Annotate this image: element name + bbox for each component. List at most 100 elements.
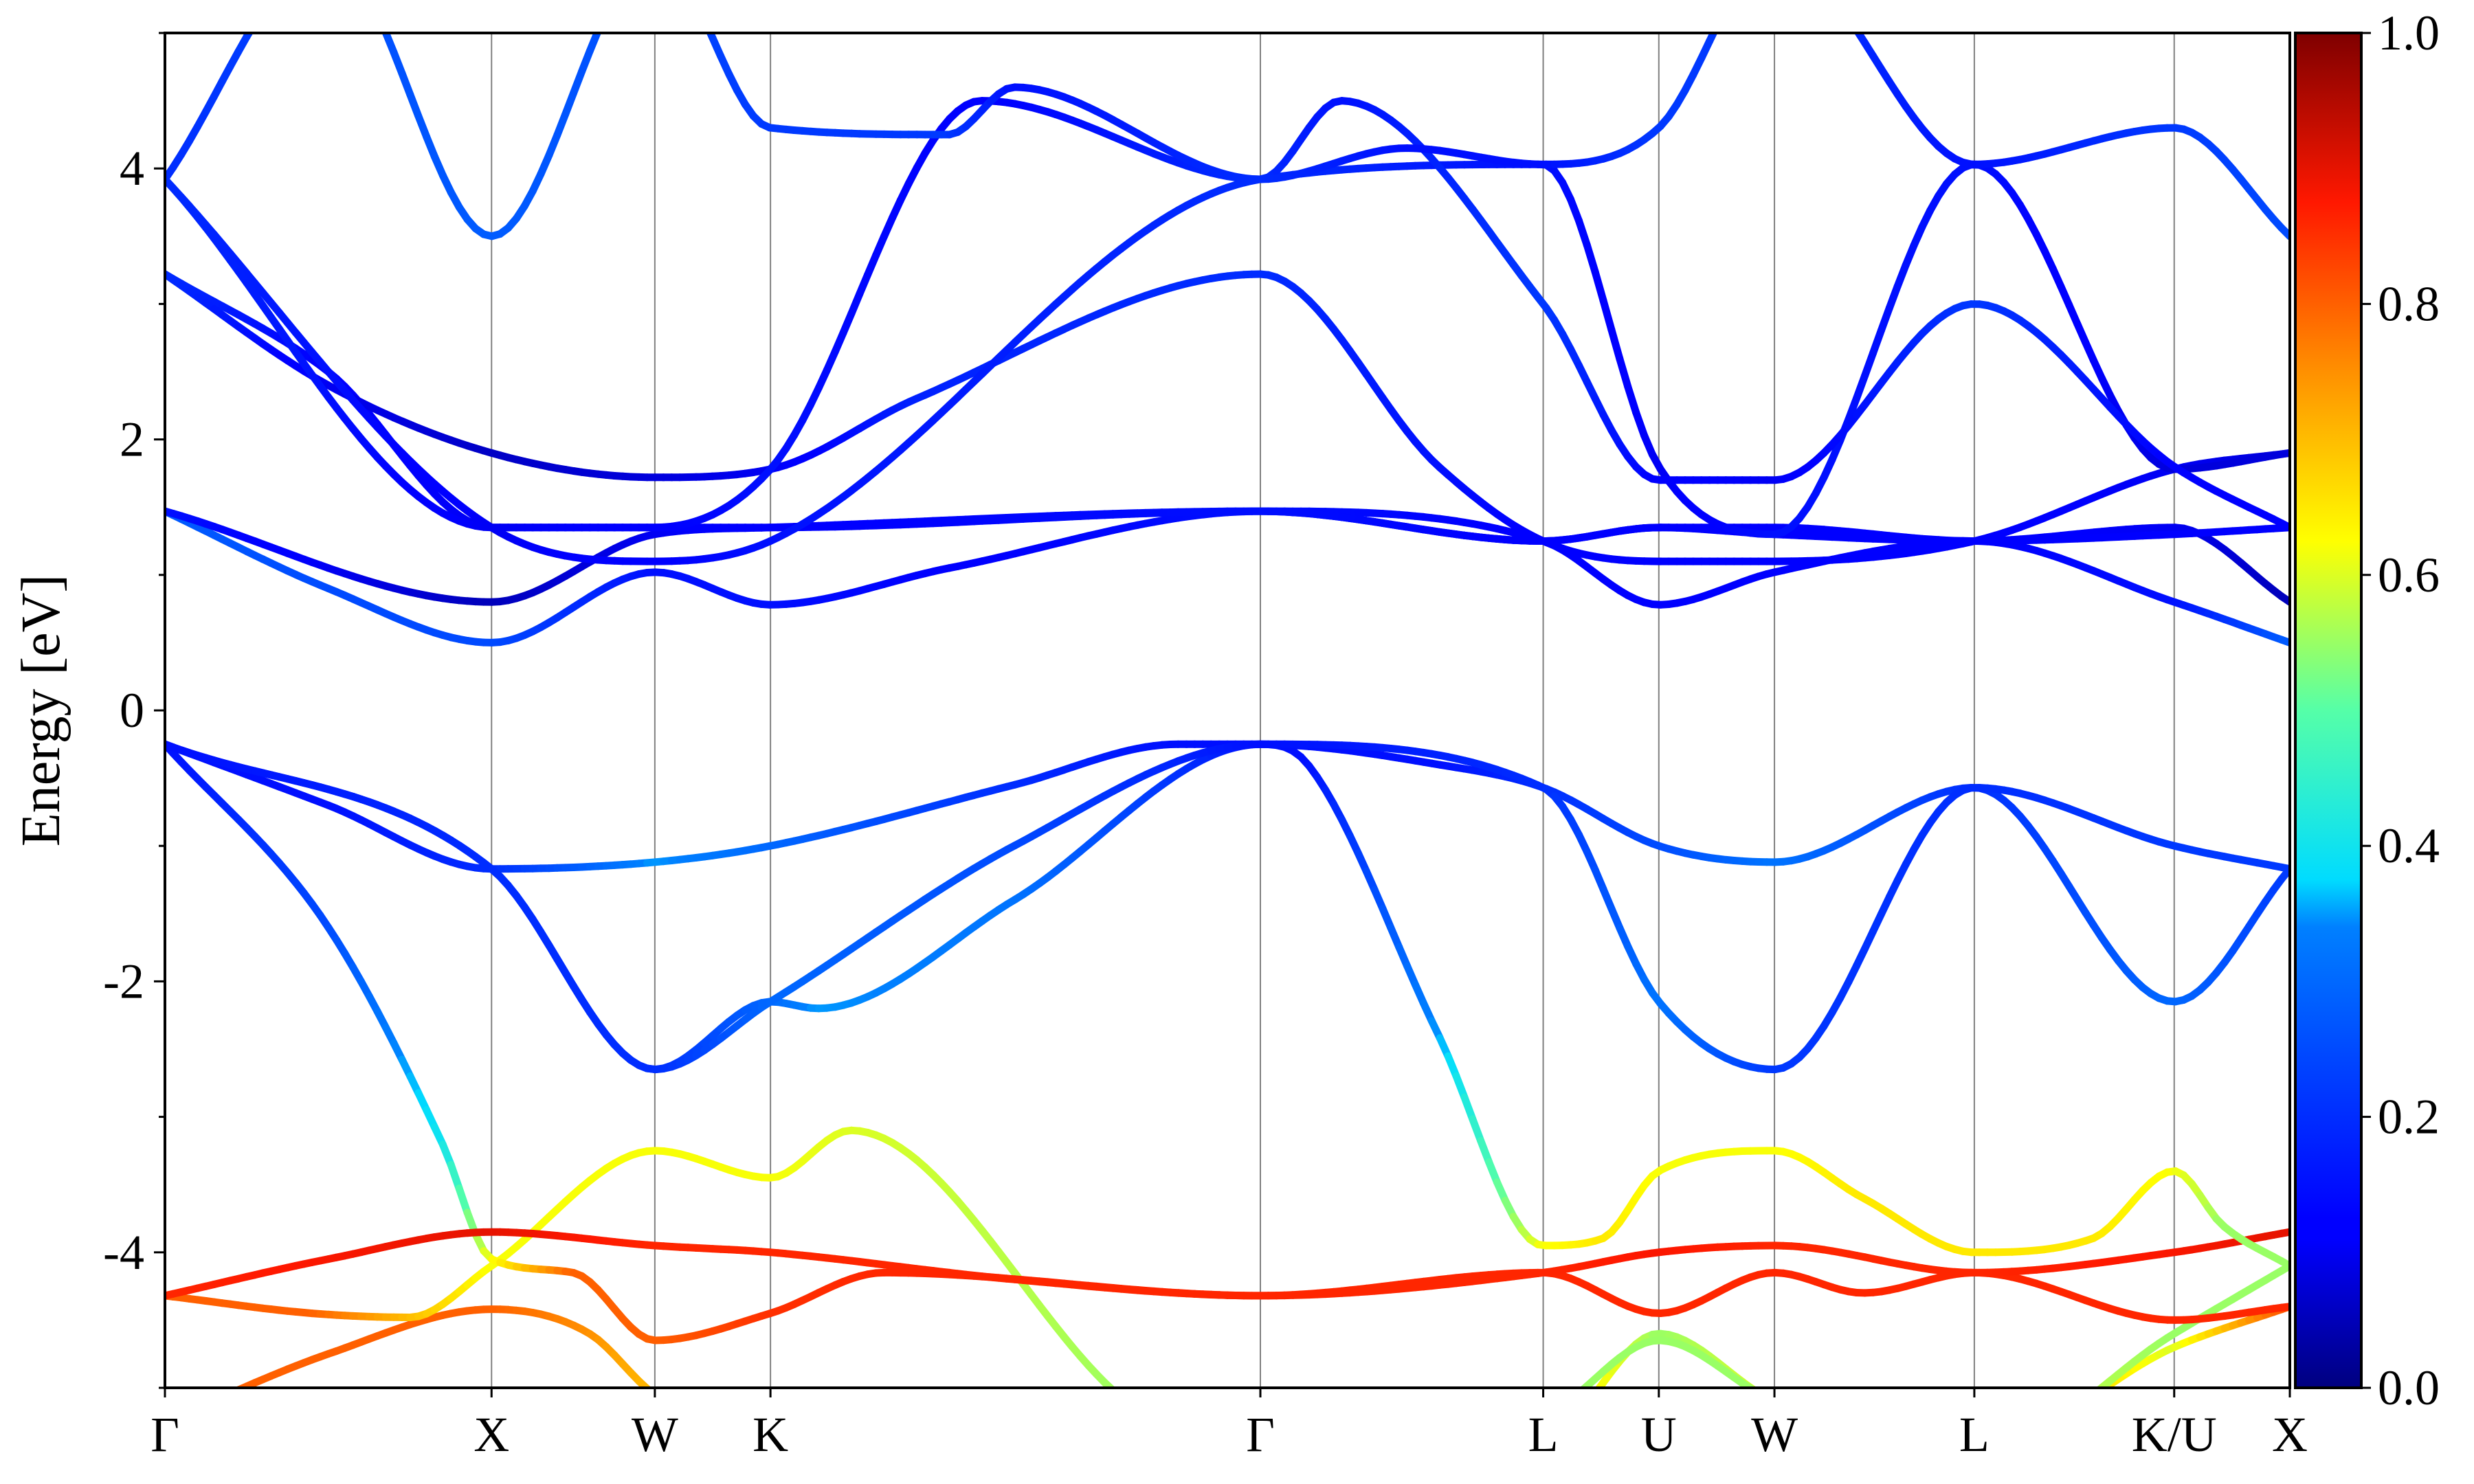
band-segment	[737, 1436, 746, 1438]
band-segment	[1706, 33, 1718, 45]
band-segment	[1889, 1443, 1897, 1445]
band-segment	[1423, 1436, 1431, 1437]
colorbar-tick-label: 1.0	[2378, 5, 2440, 60]
band-segment	[663, 1400, 671, 1406]
band-segment	[1824, 1421, 1832, 1424]
colorbar-tick-label: 0.6	[2378, 548, 2440, 603]
band-segment	[1906, 1442, 1914, 1443]
band-segment	[198, 1404, 206, 1408]
band-segment	[1853, 372, 1869, 402]
band-segment	[381, 33, 390, 36]
band-segment	[835, 1447, 843, 1448]
band-segment	[1881, 1437, 1889, 1439]
x-tick-label: W	[632, 1407, 678, 1462]
k-point-gridlines	[491, 33, 2175, 1388]
band-segment	[729, 1433, 737, 1436]
band-segment	[2077, 1401, 2086, 1407]
band-segment	[1469, 1115, 1485, 1145]
band-segment	[656, 1395, 664, 1400]
colorbar-tick-label: 0.4	[2378, 818, 2440, 873]
band-segment	[827, 1446, 835, 1447]
band-segment	[1399, 1438, 1407, 1439]
band-segment	[1800, 1411, 1808, 1414]
band-segment	[1885, 282, 1902, 312]
band-segment	[561, 89, 578, 118]
band-segment	[234, 1386, 242, 1388]
band-segment	[917, 1451, 925, 1452]
band-segment	[1179, 1430, 1187, 1433]
band-segment	[696, 1419, 704, 1424]
band-11	[165, 270, 2290, 565]
band-segment	[1775, 1402, 1783, 1405]
band-segment	[1632, 408, 1648, 440]
band-segment	[1162, 1424, 1170, 1428]
band-segment	[1726, 0, 1734, 8]
band-segment	[1767, 1398, 1775, 1402]
y-axis: 4 2 0 -2 -4	[103, 32, 165, 1389]
band-segment	[794, 1444, 803, 1445]
band-segment	[1865, 1433, 1873, 1435]
band-segment	[1587, 1394, 1595, 1405]
band-segment	[1137, 1410, 1146, 1416]
band-segment	[2061, 1413, 2069, 1419]
band-segment	[594, 33, 601, 35]
band-segment	[1832, 1424, 1840, 1427]
band-segment	[900, 1450, 909, 1451]
band-segment	[1877, 304, 1893, 335]
band-segment	[1460, 1093, 1477, 1123]
band-segment	[222, 1393, 230, 1397]
band-segment	[1366, 1440, 1374, 1441]
band-segment	[181, 1411, 190, 1415]
x-tick-label: X	[2272, 1407, 2308, 1462]
band-segment	[803, 1445, 811, 1446]
band-segment	[1832, 1423, 1840, 1426]
band-segment	[1121, 1397, 1129, 1404]
band-segment	[843, 1447, 851, 1448]
band-segment	[1477, 1137, 1493, 1166]
band-segment	[1583, 241, 1599, 276]
band-segment	[1869, 326, 1885, 357]
band-segment	[1849, 1430, 1857, 1432]
band-segment	[1456, 1432, 1464, 1433]
band-segment	[1579, 1405, 1587, 1415]
colorbar: 1.0 0.8 0.6 0.4 0.2 0.0	[2294, 5, 2440, 1415]
band-segment	[1807, 1415, 1816, 1418]
band-8	[165, 507, 2290, 647]
band-segment	[1203, 1437, 1211, 1439]
band-segment	[868, 1449, 876, 1450]
y-tick-label: 2	[120, 412, 144, 467]
band-7	[165, 740, 2290, 1074]
band-segment	[2061, 1412, 2069, 1417]
band-segment	[1881, 1441, 1889, 1443]
band-segment	[570, 67, 586, 97]
band-segment	[1591, 268, 1607, 304]
band-segment	[1897, 1445, 1906, 1447]
band-segment	[243, 33, 254, 41]
band-segment	[1574, 216, 1591, 249]
band-segment	[1110, 1386, 1116, 1388]
band-segment	[876, 1449, 884, 1450]
band-4	[165, 1228, 2290, 1300]
band-segment	[1407, 1437, 1416, 1438]
band-segment	[206, 1401, 214, 1404]
y-axis-title: Energy [eV]	[11, 574, 71, 846]
band-segment	[1154, 1420, 1162, 1424]
band-5	[165, 740, 2290, 1270]
band-segment	[1431, 1452, 1440, 1453]
band-segment	[1824, 1420, 1832, 1423]
band-segment	[1922, 1450, 1930, 1452]
band-segment	[214, 1397, 222, 1400]
band-segment	[2004, 1448, 2012, 1450]
band-segment	[688, 1415, 696, 1419]
band-segment	[1832, 0, 1840, 5]
band-segment	[1857, 1430, 1865, 1432]
band-segment	[2020, 1440, 2029, 1444]
band-segment	[2077, 1402, 2086, 1407]
colorbar-tick-label: 0.2	[2378, 1090, 2440, 1145]
band-segment	[1146, 1415, 1154, 1420]
band-segment	[1497, 1424, 1505, 1426]
x-tick-label: Γ	[1246, 1407, 1275, 1462]
band-segment	[1861, 349, 1877, 380]
band-segment	[1571, 1415, 1579, 1424]
colorbar-tick-label: 0.0	[2378, 1360, 2440, 1415]
